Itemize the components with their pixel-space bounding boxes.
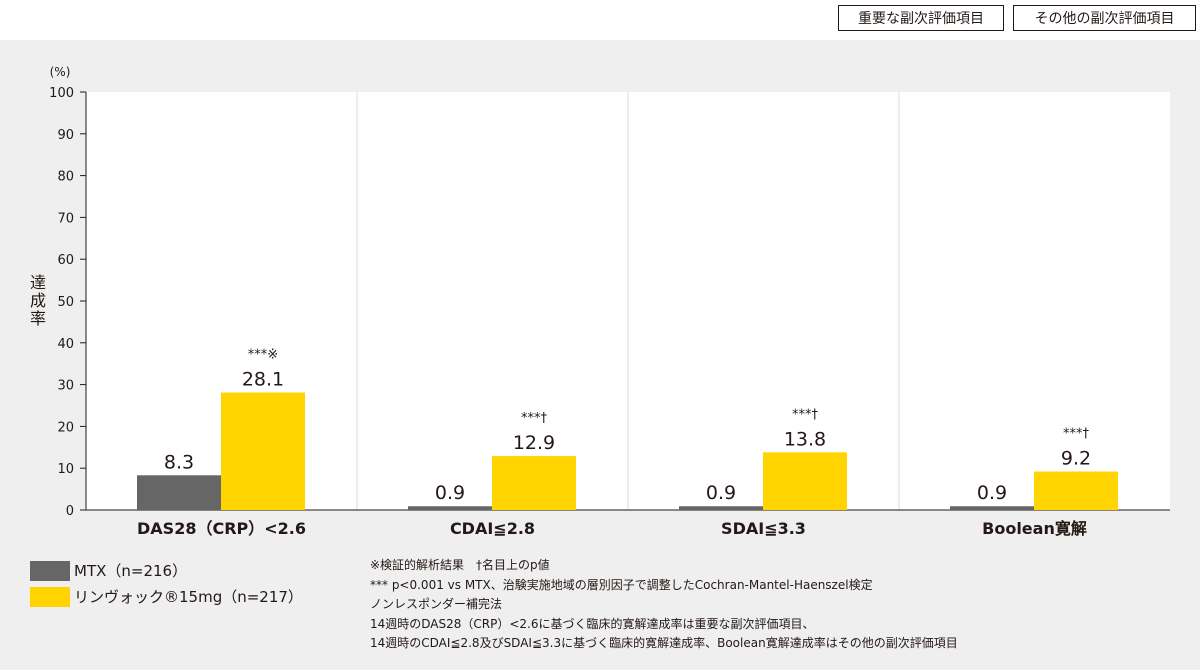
legend-label-rinvoq: リンヴォック®15mg（n=217）: [74, 588, 303, 606]
significance-label: ***※: [248, 348, 278, 363]
footnote-line: ※検証的解析結果 †名目上のp値: [370, 558, 550, 572]
data-label: 9.2: [1061, 448, 1091, 470]
significance-label: ***†: [1063, 427, 1090, 442]
bar-chart: 0 10 20 30 40 50 60 70 80 90 100 (%) 達成率 8.3 28.1 ***※ D…: [30, 65, 1170, 538]
bar-rinvoq: [221, 392, 305, 510]
y-tick-label: 60: [57, 253, 74, 268]
category-label: Boolean寛解: [982, 519, 1087, 538]
header-bar: 重要な副次評価項目 その他の副次評価項目: [0, 0, 1200, 40]
footnote-line: 14週時のCDAI≦2.8及びSDAI≦3.3に基づく臨床的寛解達成率、Bool…: [370, 636, 958, 650]
y-tick-label: 80: [57, 170, 74, 185]
legend-swatch-mtx: [30, 560, 70, 581]
category-label: CDAI≦2.8: [450, 519, 535, 538]
legend-item-rinvoq: リンヴォック®15mg（n=217）: [30, 586, 303, 607]
bar-mtx: [679, 506, 763, 510]
data-label: 8.3: [164, 451, 194, 473]
data-label: 0.9: [706, 482, 736, 504]
category-label: SDAI≦3.3: [721, 519, 806, 538]
y-axis-title-char: 率: [30, 309, 46, 328]
y-tick-label: 100: [49, 86, 74, 101]
y-tick-label: 50: [57, 295, 74, 310]
footnote-line: 14週時のDAS28（CRP）<2.6に基づく臨床的寛解達成率は重要な副次評価項…: [370, 616, 815, 631]
footnotes: ※検証的解析結果 †名目上のp値 *** p<0.001 vs MTX、治験実施…: [370, 556, 958, 654]
y-tick-label: 70: [57, 211, 74, 226]
y-tick-label: 30: [57, 379, 74, 394]
legend-swatch-rinvoq: [30, 586, 70, 607]
y-unit-label: (%): [50, 65, 71, 79]
y-tick-label: 10: [57, 462, 74, 477]
y-tick-label: 90: [57, 128, 74, 143]
footnote-line: *** p<0.001 vs MTX、治験実施地域の層別因子で調整したCochr…: [370, 577, 873, 592]
bar-mtx: [137, 475, 221, 510]
significance-label: ***†: [521, 411, 548, 426]
legend-label-mtx: MTX（n=216）: [74, 562, 188, 580]
category-label: DAS28（CRP）<2.6: [137, 519, 306, 538]
y-tick-label: 20: [57, 420, 74, 435]
data-label: 0.9: [435, 482, 465, 504]
data-label: 28.1: [242, 369, 284, 391]
significance-label: ***†: [792, 407, 819, 422]
data-label: 13.8: [784, 428, 826, 450]
y-tick-label: 40: [57, 337, 74, 352]
bar-rinvoq: [763, 452, 847, 510]
footnote-line: ノンレスポンダー補完法: [370, 597, 503, 611]
y-tick-label: 0: [66, 504, 74, 519]
bar-mtx: [950, 506, 1034, 510]
y-axis-title-char: 達: [30, 273, 46, 292]
tab-other-secondary-endpoints[interactable]: その他の副次評価項目: [1013, 5, 1196, 31]
data-label: 0.9: [977, 482, 1007, 504]
y-axis-title-char: 成: [30, 291, 46, 310]
data-label: 12.9: [513, 432, 555, 454]
bar-rinvoq: [1034, 471, 1118, 510]
bar-mtx: [408, 506, 492, 510]
legend-item-mtx: MTX（n=216）: [30, 560, 187, 581]
bar-rinvoq: [492, 456, 576, 510]
tab-important-secondary-endpoints[interactable]: 重要な副次評価項目: [838, 5, 1004, 31]
